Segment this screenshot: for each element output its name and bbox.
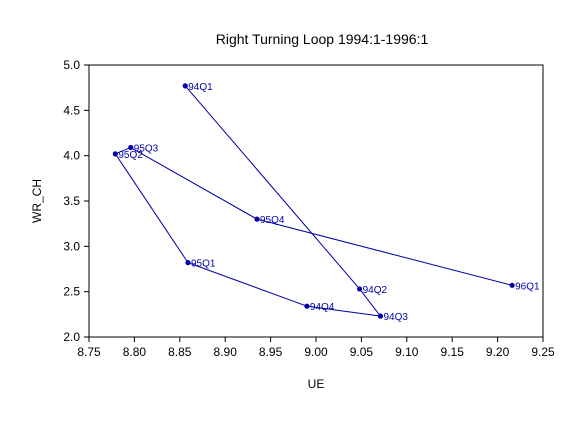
series-segment bbox=[114, 153, 189, 263]
y-tick-label: 2.0 bbox=[63, 330, 80, 344]
y-tick-label: 5.0 bbox=[63, 58, 80, 72]
x-axis-label: UE bbox=[308, 377, 325, 391]
x-tick-label: 9.20 bbox=[486, 345, 510, 359]
x-tick-label: 8.95 bbox=[259, 345, 283, 359]
y-tick-label: 3.0 bbox=[63, 239, 80, 253]
x-tick-label: 8.85 bbox=[168, 345, 192, 359]
x-tick-label: 9.25 bbox=[531, 345, 555, 359]
x-tick-label: 8.75 bbox=[77, 345, 101, 359]
data-point bbox=[185, 260, 191, 266]
x-tick-label: 9.05 bbox=[350, 345, 374, 359]
data-point-label: 94Q4 bbox=[310, 302, 335, 313]
series-segment bbox=[187, 262, 308, 307]
y-tick-label: 2.5 bbox=[63, 285, 80, 299]
x-tick-label: 9.10 bbox=[395, 345, 419, 359]
data-point-label: 95Q2 bbox=[118, 150, 143, 161]
data-point bbox=[182, 83, 188, 89]
series-segment bbox=[306, 305, 381, 317]
y-tick-label: 3.5 bbox=[63, 194, 80, 208]
x-tick-label: 8.80 bbox=[123, 345, 147, 359]
data-point bbox=[112, 151, 118, 157]
data-point-label: 96Q1 bbox=[515, 281, 540, 292]
y-axis-label: WR_CH bbox=[30, 179, 44, 223]
series-segment bbox=[256, 218, 513, 286]
data-point-label: 95Q1 bbox=[191, 259, 216, 270]
data-point bbox=[254, 216, 260, 222]
x-tick-label: 9.15 bbox=[441, 345, 465, 359]
plot-frame bbox=[88, 64, 544, 338]
series-segment bbox=[184, 85, 360, 290]
data-point-label: 94Q2 bbox=[363, 285, 388, 296]
series-lines bbox=[114, 85, 513, 317]
axis-ticks: 8.75 8.80 8.85 8.90 8.95 9.00 9.05 9.10 9.15 9.20… bbox=[63, 58, 555, 359]
data-point-label: 94Q3 bbox=[383, 312, 408, 323]
data-point-label: 95Q4 bbox=[260, 215, 285, 226]
data-point bbox=[304, 303, 310, 309]
y-tick-label: 4.5 bbox=[63, 103, 80, 117]
data-point-label: 94Q1 bbox=[188, 82, 213, 93]
chart-title: Right Turning Loop 1994:1-1996:1 bbox=[216, 31, 429, 47]
x-tick-label: 9.00 bbox=[304, 345, 328, 359]
data-point bbox=[509, 282, 515, 288]
x-tick-label: 8.90 bbox=[214, 345, 238, 359]
data-point bbox=[128, 144, 134, 151]
series-segment bbox=[359, 288, 381, 317]
y-tick-label: 4.0 bbox=[63, 149, 80, 163]
data-point bbox=[356, 286, 363, 292]
series-segment bbox=[130, 147, 258, 220]
data-point bbox=[377, 313, 384, 319]
data-point-label: 95Q3 bbox=[134, 144, 159, 155]
series-segment bbox=[115, 147, 131, 155]
